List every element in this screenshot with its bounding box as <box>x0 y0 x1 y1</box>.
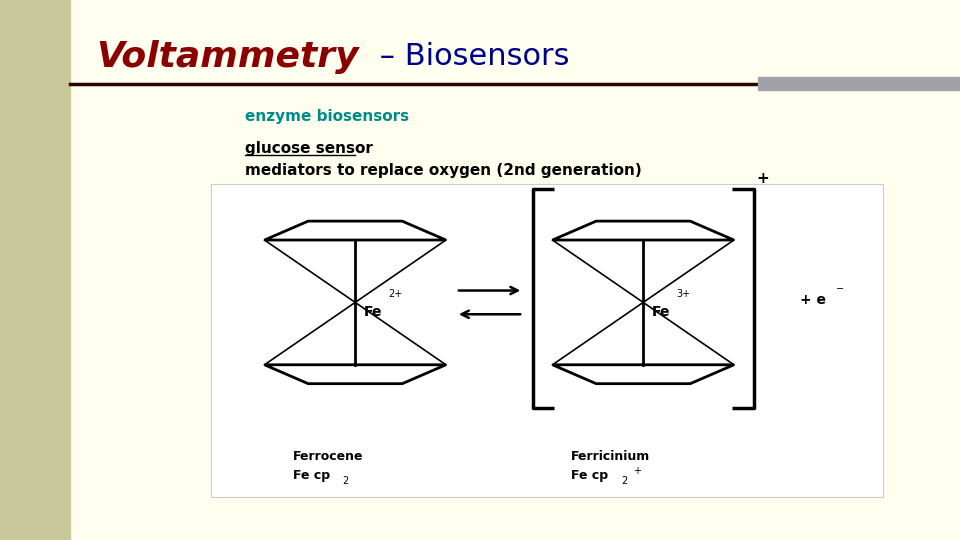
Text: 2: 2 <box>343 476 349 485</box>
Text: 2+: 2+ <box>388 288 402 299</box>
Text: Fe cp: Fe cp <box>571 469 609 482</box>
Text: enzyme biosensors: enzyme biosensors <box>245 109 409 124</box>
Text: Fe: Fe <box>363 306 382 320</box>
Bar <box>758 77 960 90</box>
Text: +: + <box>756 171 769 186</box>
Text: – Biosensors: – Biosensors <box>370 42 569 71</box>
Text: +: + <box>633 466 640 476</box>
Bar <box>211 184 883 497</box>
Text: Fe: Fe <box>651 306 670 320</box>
Text: Voltammetry: Voltammetry <box>96 40 359 73</box>
Bar <box>0 0 70 540</box>
Text: Ferricinium: Ferricinium <box>571 450 651 463</box>
Text: 3+: 3+ <box>676 288 690 299</box>
Text: Fe cp: Fe cp <box>293 469 330 482</box>
Text: + e: + e <box>800 293 826 307</box>
Text: −: − <box>836 284 844 294</box>
Text: Ferrocene: Ferrocene <box>293 450 363 463</box>
Text: 2: 2 <box>621 476 628 485</box>
Text: glucose sensor: glucose sensor <box>245 141 372 156</box>
Text: mediators to replace oxygen (2nd generation): mediators to replace oxygen (2nd generat… <box>245 163 641 178</box>
